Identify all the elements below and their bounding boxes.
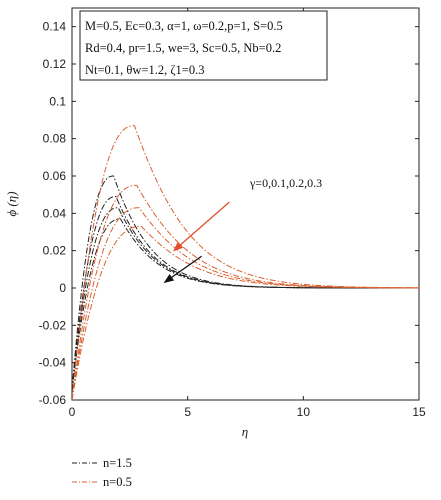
series-line-2	[72, 207, 419, 391]
parameter-line-1: M=0.5, Ec=0.3, α=1, ω=0.2,p=1, S=0.5	[85, 19, 283, 33]
parameter-box-frame	[79, 10, 328, 81]
x-tick-label: 10	[297, 405, 311, 419]
series-line-6	[72, 207, 419, 400]
x-tick-label: 0	[69, 405, 76, 419]
legend-label-n05: n=0.5	[103, 475, 132, 489]
series-line-4	[72, 125, 419, 400]
trend-arrow-0	[173, 201, 230, 252]
series-line-3	[72, 218, 419, 391]
legend: n=1.5 n=0.5	[72, 456, 132, 489]
y-tick-label: 0.08	[43, 132, 67, 146]
parameter-line-2: Rd=0.4, pr=1.5, we=3, Sc=0.5, Nb=0.2	[85, 41, 281, 55]
y-axis-label: ϕ (η)	[4, 191, 19, 216]
trend-arrow-1	[163, 255, 202, 283]
gamma-annotation: γ=0,0.1,0.2,0.3	[249, 176, 322, 190]
series-line-5	[72, 184, 419, 400]
plot-frame	[71, 7, 420, 401]
y-tick-label: 0	[59, 281, 66, 295]
y-tick-label: 0.06	[43, 169, 67, 183]
y-tick-label: 0.12	[43, 57, 67, 71]
y-tick-label: 0.14	[43, 20, 67, 34]
y-tick-label: -0.06	[39, 393, 67, 407]
series-line-7	[72, 225, 419, 400]
series-line-0	[72, 175, 419, 391]
x-tick-label: 15	[412, 405, 426, 419]
parameter-box: M=0.5, Ec=0.3, α=1, ω=0.2,p=1, S=0.5 Rd=…	[79, 10, 328, 81]
y-tick-label: 0.1	[49, 94, 66, 108]
y-tick-label: -0.04	[39, 356, 67, 370]
x-tick-label: 5	[184, 405, 191, 419]
x-axis-label: η	[242, 424, 248, 439]
y-tick-label: -0.02	[39, 318, 67, 332]
parameter-line-3: Nt=0.1, θw=1.2, ζ1=0.3	[85, 63, 204, 77]
y-tick-label: 0.04	[43, 206, 67, 220]
series-layer	[72, 125, 419, 400]
y-tick-label: 0.02	[43, 244, 67, 258]
legend-label-n15: n=1.5	[103, 456, 132, 470]
arrow-layer	[163, 201, 230, 283]
y-axis-ticks: -0.06 -0.04 -0.02 0 0.02 0.04 0.06 0.08 0.1 0.12 0…	[39, 20, 419, 407]
